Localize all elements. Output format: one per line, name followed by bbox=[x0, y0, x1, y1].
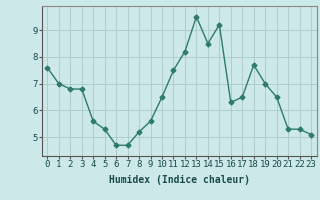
X-axis label: Humidex (Indice chaleur): Humidex (Indice chaleur) bbox=[109, 175, 250, 185]
